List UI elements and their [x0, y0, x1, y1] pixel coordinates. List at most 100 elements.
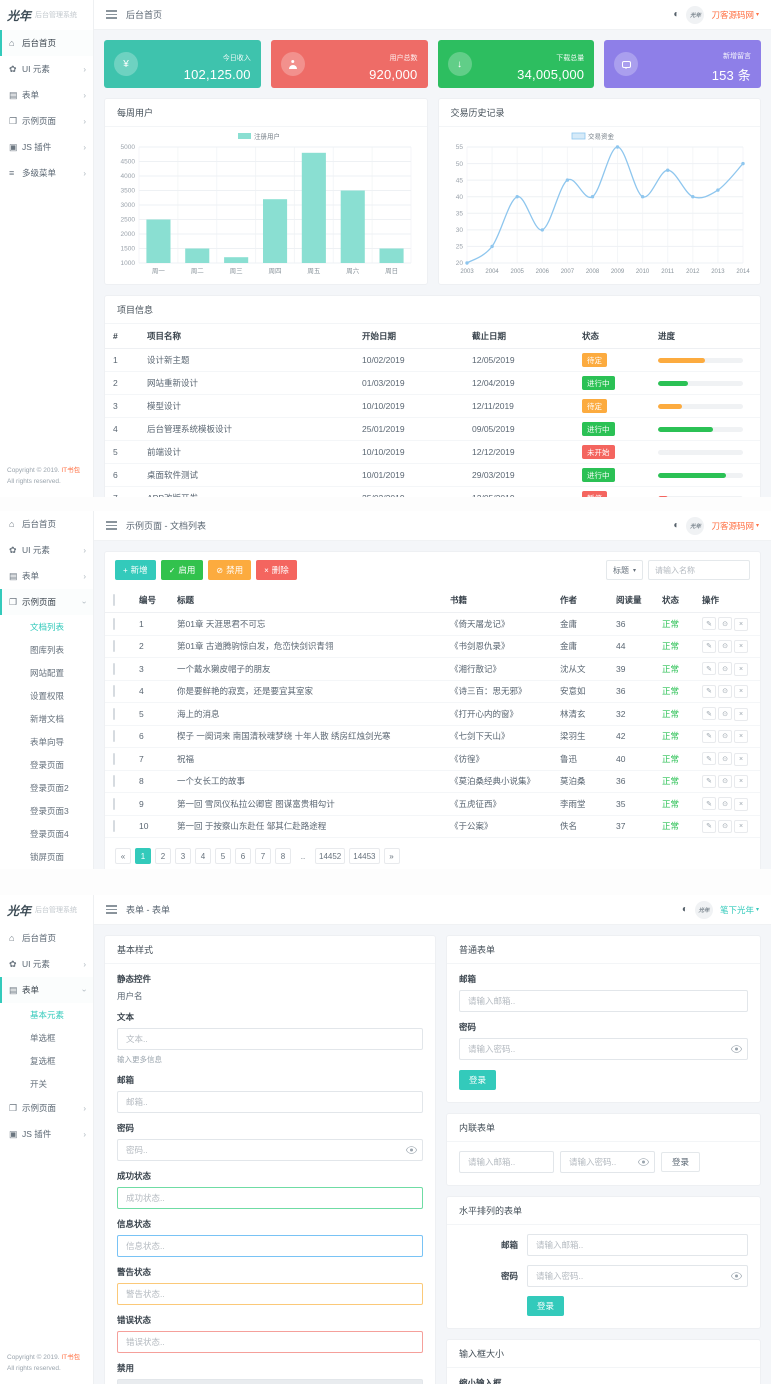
sidebar-subitem-add-doc[interactable]: 新增文档 — [0, 707, 93, 730]
password-eye-icon[interactable] — [731, 1045, 742, 1054]
password-eye-icon[interactable] — [731, 1272, 742, 1281]
row-checkbox[interactable] — [113, 640, 115, 653]
sidebar-subitem-site-config[interactable]: 网站配置 — [0, 661, 93, 684]
disable-button[interactable]: ⊘ 禁用 — [208, 560, 252, 580]
email-input[interactable] — [527, 1234, 748, 1256]
page-next[interactable]: » — [383, 848, 400, 864]
avatar[interactable]: 光年 — [686, 5, 705, 24]
sidebar-item-ui-elements[interactable]: ✿ UI 元素 › — [0, 537, 93, 563]
sidebar-subitem-login4[interactable]: 登录页面4 — [0, 822, 93, 845]
sidebar-subitem-permissions[interactable]: 设置权限 — [0, 684, 93, 707]
edit-icon[interactable]: ✎ — [702, 684, 716, 698]
edit-icon[interactable]: ✎ — [702, 797, 716, 810]
page-prev[interactable]: « — [115, 848, 131, 864]
edit-icon[interactable]: ✎ — [702, 639, 716, 653]
sidebar-subitem-radio[interactable]: 单选框 — [0, 1026, 93, 1049]
logo[interactable]: 光年 后台管理系统 — [0, 895, 93, 925]
row-checkbox[interactable] — [113, 752, 115, 765]
row-checkbox[interactable] — [113, 730, 115, 743]
email-input[interactable] — [117, 1091, 423, 1113]
sidebar-item-forms[interactable]: ▤ 表单 › — [0, 82, 93, 108]
login-button[interactable]: 登录 — [661, 1152, 701, 1172]
sidebar-subitem-checkbox[interactable]: 复选框 — [0, 1049, 93, 1072]
text-input[interactable] — [117, 1028, 423, 1050]
theme-toggle-icon[interactable]: ◐ — [673, 520, 680, 531]
row-checkbox[interactable] — [113, 820, 115, 833]
enable-button[interactable]: ✓ 启用 — [160, 560, 204, 580]
add-button[interactable]: + 新增 — [115, 560, 156, 580]
sidebar-subitem-lock-screen[interactable]: 锁屏页面 — [0, 845, 93, 868]
edit-icon[interactable]: ✎ — [702, 729, 716, 743]
page-14452[interactable]: 14452 — [315, 848, 346, 864]
sidebar-item-multilevel[interactable]: ≡ 多级菜单 › — [0, 160, 93, 186]
delete-icon[interactable]: × — [734, 752, 748, 766]
page-8[interactable]: 8 — [275, 848, 291, 864]
view-icon[interactable]: ⊙ — [718, 752, 732, 765]
theme-toggle-icon[interactable]: ◐ — [681, 904, 688, 915]
password-input[interactable] — [117, 1139, 423, 1161]
menu-toggle-icon[interactable] — [106, 905, 117, 914]
sidebar-item-js-plugins[interactable]: ▣ JS 插件 › — [0, 1121, 93, 1147]
remove-button[interactable]: × 删除 — [256, 560, 297, 580]
password-input[interactable] — [459, 1038, 748, 1060]
search-input[interactable] — [648, 560, 750, 580]
view-icon[interactable]: ⊙ — [718, 774, 732, 788]
page-3[interactable]: 3 — [175, 848, 191, 864]
row-checkbox[interactable] — [113, 685, 115, 698]
view-icon[interactable]: ⊙ — [718, 819, 732, 833]
sidebar-subitem-login2[interactable]: 登录页面2 — [0, 776, 93, 799]
logo[interactable]: 光年 后台管理系统 — [0, 0, 93, 30]
avatar[interactable]: 光年 — [694, 900, 713, 919]
view-icon[interactable]: ⊙ — [718, 617, 732, 630]
email-input[interactable] — [459, 990, 748, 1012]
edit-icon[interactable]: ✎ — [702, 774, 716, 788]
sidebar-subitem-switch[interactable]: 开关 — [0, 1072, 93, 1095]
warning-state-input[interactable] — [117, 1283, 423, 1305]
sidebar-subitem-form-wizard[interactable]: 表单向导 — [0, 730, 93, 753]
password-input[interactable] — [527, 1265, 748, 1287]
page-2[interactable]: 2 — [155, 848, 171, 864]
sidebar-item-forms[interactable]: ▤ 表单 › — [0, 563, 93, 589]
sidebar-subitem-pic-list[interactable]: 图库列表 — [0, 638, 93, 661]
row-checkbox[interactable] — [113, 707, 115, 720]
view-icon[interactable]: ⊙ — [718, 729, 732, 743]
edit-icon[interactable]: ✎ — [702, 752, 716, 765]
delete-icon[interactable]: × — [734, 707, 748, 721]
theme-toggle-icon[interactable]: ◐ — [673, 9, 680, 20]
view-icon[interactable]: ⊙ — [718, 662, 732, 675]
edit-icon[interactable]: ✎ — [702, 617, 716, 630]
page-7[interactable]: 7 — [255, 848, 271, 864]
delete-icon[interactable]: × — [734, 617, 748, 631]
email-input[interactable] — [459, 1151, 554, 1173]
page-4[interactable]: 4 — [195, 848, 211, 864]
page-6[interactable]: 6 — [235, 848, 251, 864]
delete-icon[interactable]: × — [734, 730, 748, 743]
sidebar-subitem-basic-elements[interactable]: 基本元素 — [0, 1003, 93, 1026]
delete-icon[interactable]: × — [734, 662, 748, 676]
view-icon[interactable]: ⊙ — [718, 797, 732, 810]
sidebar-subitem-login3[interactable]: 登录页面3 — [0, 799, 93, 822]
row-checkbox[interactable] — [113, 617, 115, 630]
menu-toggle-icon[interactable] — [106, 10, 117, 19]
user-menu[interactable]: 刀客源码网 ▾ — [711, 520, 759, 532]
login-button[interactable]: 登录 — [527, 1296, 565, 1316]
delete-icon[interactable]: × — [734, 820, 748, 833]
sidebar-item-js-plugins[interactable]: ▣ JS 插件 › — [0, 134, 93, 160]
user-menu[interactable]: 笔下光年 ▾ — [720, 904, 759, 916]
delete-icon[interactable]: × — [734, 640, 748, 653]
delete-icon[interactable]: × — [734, 797, 748, 811]
sidebar-item-ui-elements[interactable]: ✿ UI 元素 › — [0, 951, 93, 977]
edit-icon[interactable]: ✎ — [702, 662, 716, 675]
view-icon[interactable]: ⊙ — [718, 707, 732, 720]
password-input[interactable] — [560, 1151, 655, 1173]
edit-icon[interactable]: ✎ — [702, 819, 716, 833]
info-state-input[interactable] — [117, 1235, 423, 1257]
delete-icon[interactable]: × — [734, 685, 748, 698]
row-checkbox[interactable] — [113, 797, 115, 810]
sidebar-item-forms[interactable]: ▤ 表单 › — [0, 977, 93, 1003]
login-button[interactable]: 登录 — [459, 1070, 497, 1090]
sidebar-item-home[interactable]: ⌂ 后台首页 — [0, 30, 93, 56]
filter-field-select[interactable]: 标题 ▾ — [605, 560, 643, 580]
page-14453[interactable]: 14453 — [349, 848, 380, 864]
sidebar-item-ui-elements[interactable]: ✿ UI 元素 › — [0, 56, 93, 82]
